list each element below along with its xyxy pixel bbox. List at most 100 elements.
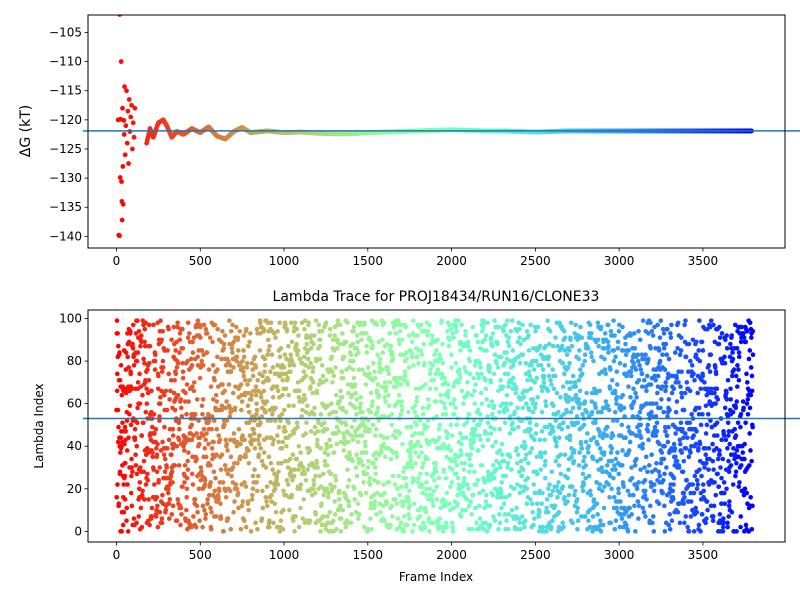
lambda-point <box>312 405 317 411</box>
lambda-point <box>713 365 718 370</box>
lambda-point <box>707 399 713 404</box>
lambda-point <box>189 422 195 428</box>
lambda-point <box>718 465 723 470</box>
lambda-point <box>244 360 250 366</box>
lambda-point <box>403 373 408 379</box>
lambda-point <box>454 422 460 428</box>
lambda-point <box>327 437 332 443</box>
lambda-point <box>277 320 282 326</box>
lambda-point <box>656 501 662 506</box>
lambda-point <box>248 331 253 336</box>
lambda-point <box>141 458 147 464</box>
lambda-point <box>454 328 459 334</box>
lambda-point <box>362 424 368 430</box>
lambda-point <box>564 352 570 357</box>
lambda-point <box>699 473 704 479</box>
lambda-point <box>550 367 556 372</box>
lambda-point <box>315 429 321 434</box>
lambda-point <box>178 505 184 511</box>
lambda-point <box>399 484 404 489</box>
lambda-point <box>445 382 451 387</box>
lambda-point <box>405 495 411 500</box>
lambda-point <box>530 397 536 402</box>
lambda-point <box>122 473 128 479</box>
lambda-point <box>552 503 558 509</box>
lambda-point <box>350 458 355 464</box>
lambda-point <box>152 367 158 372</box>
lambda-point <box>117 469 123 475</box>
lambda-point <box>700 460 706 466</box>
lambda-point <box>350 341 356 347</box>
lambda-point <box>586 473 592 479</box>
lambda-point <box>353 390 358 396</box>
lambda-trace-x-tick-label: 3500 <box>688 548 719 562</box>
lambda-point <box>633 367 639 372</box>
lambda-point <box>352 382 358 387</box>
lambda-point <box>422 360 427 366</box>
lambda-point <box>164 465 170 470</box>
lambda-point <box>381 482 387 487</box>
lambda-point <box>158 394 163 400</box>
lambda-point <box>386 392 391 398</box>
lambda-point <box>611 348 617 353</box>
lambda-point <box>418 322 424 328</box>
lambda-point <box>717 335 723 340</box>
lambda-point <box>296 443 302 449</box>
lambda-point <box>293 514 298 519</box>
lambda-point <box>521 337 527 343</box>
lambda-point <box>242 518 247 524</box>
lambda-point <box>278 418 283 423</box>
lambda-trace-x-tick-label: 1500 <box>353 548 384 562</box>
lambda-point <box>268 320 274 326</box>
lambda-point <box>577 367 583 372</box>
lambda-point <box>150 454 155 460</box>
lambda-point <box>241 348 246 353</box>
lambda-point <box>597 446 603 451</box>
lambda-point <box>694 477 700 483</box>
lambda-point <box>597 388 602 394</box>
lambda-point <box>611 318 616 323</box>
lambda-point <box>332 333 338 338</box>
lambda-point <box>241 333 247 338</box>
lambda-point <box>140 420 146 426</box>
lambda-point <box>532 405 538 411</box>
lambda-point <box>246 507 251 513</box>
lambda-point <box>657 358 663 364</box>
delta-g-point <box>124 140 130 146</box>
lambda-point <box>741 335 747 340</box>
lambda-point <box>677 437 683 443</box>
lambda-point <box>628 369 634 375</box>
delta-g-point <box>123 123 129 129</box>
lambda-point <box>553 458 559 464</box>
lambda-point <box>542 475 548 481</box>
lambda-point <box>120 420 125 426</box>
lambda-point <box>296 388 302 394</box>
lambda-point <box>634 456 639 462</box>
lambda-point <box>228 328 234 334</box>
lambda-point <box>528 386 534 392</box>
lambda-point <box>291 431 297 436</box>
lambda-point <box>737 480 742 485</box>
lambda-point <box>135 350 141 355</box>
lambda-point <box>230 465 236 470</box>
lambda-point <box>219 452 225 458</box>
lambda-point <box>491 475 497 481</box>
lambda-point <box>129 503 135 509</box>
lambda-point <box>505 318 510 323</box>
delta-g-point <box>131 134 137 140</box>
lambda-point <box>289 339 295 345</box>
lambda-point <box>346 477 352 483</box>
lambda-point <box>734 399 740 404</box>
lambda-point <box>273 509 279 515</box>
delta-g-x-tick-label: 2500 <box>520 254 551 268</box>
lambda-point <box>528 426 533 432</box>
lambda-point <box>342 439 348 445</box>
lambda-point <box>359 433 365 438</box>
lambda-point <box>238 382 244 387</box>
lambda-point <box>303 431 308 436</box>
lambda-point <box>546 373 552 379</box>
lambda-point <box>507 414 513 419</box>
lambda-point <box>425 456 430 462</box>
lambda-point <box>402 369 408 375</box>
lambda-point <box>698 422 704 428</box>
